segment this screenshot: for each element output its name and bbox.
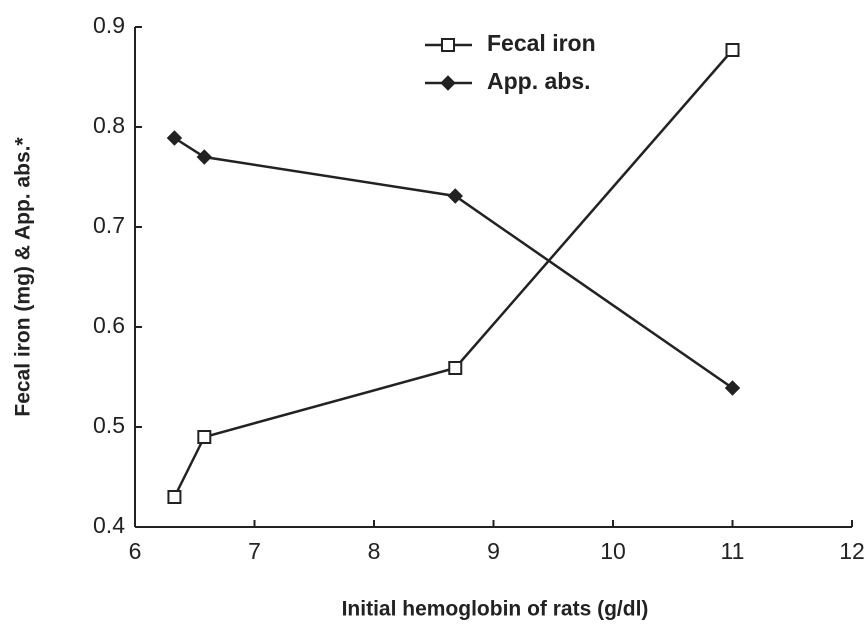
- marker: [447, 188, 463, 204]
- y-tick-label: 0.4: [93, 512, 125, 538]
- series-line: [173, 136, 734, 390]
- x-tick-label: 7: [248, 538, 261, 564]
- marker: [166, 130, 183, 146]
- marker: [724, 380, 741, 396]
- series-line: [173, 49, 734, 498]
- legend-label: Fecal iron: [487, 30, 596, 56]
- x-tick-label: 12: [839, 538, 864, 564]
- y-tick-label: 0.5: [93, 412, 125, 438]
- marker: [196, 149, 213, 165]
- y-tick-label: 0.9: [93, 12, 125, 38]
- y-tick-label: 0.6: [93, 312, 125, 338]
- x-tick-label: 11: [721, 538, 745, 564]
- legend-marker: [440, 75, 456, 91]
- legend-marker: [441, 38, 455, 52]
- marker: [448, 361, 463, 375]
- x-tick-label: 8: [368, 538, 381, 564]
- legend-label: App. abs.: [487, 68, 591, 94]
- x-axis-label: Initial hemoglobin of rats (g/dl): [342, 598, 649, 621]
- y-axis-label: Fecal iron (mg) & App. abs.*: [12, 137, 35, 417]
- x-tick-label: 6: [129, 538, 142, 564]
- marker: [167, 490, 182, 504]
- marker: [197, 430, 212, 444]
- x-tick-label: 10: [600, 538, 626, 564]
- x-tick-label: 9: [487, 538, 500, 564]
- marker: [725, 43, 740, 57]
- y-tick-label: 0.7: [93, 212, 125, 238]
- y-tick-label: 0.8: [93, 112, 125, 138]
